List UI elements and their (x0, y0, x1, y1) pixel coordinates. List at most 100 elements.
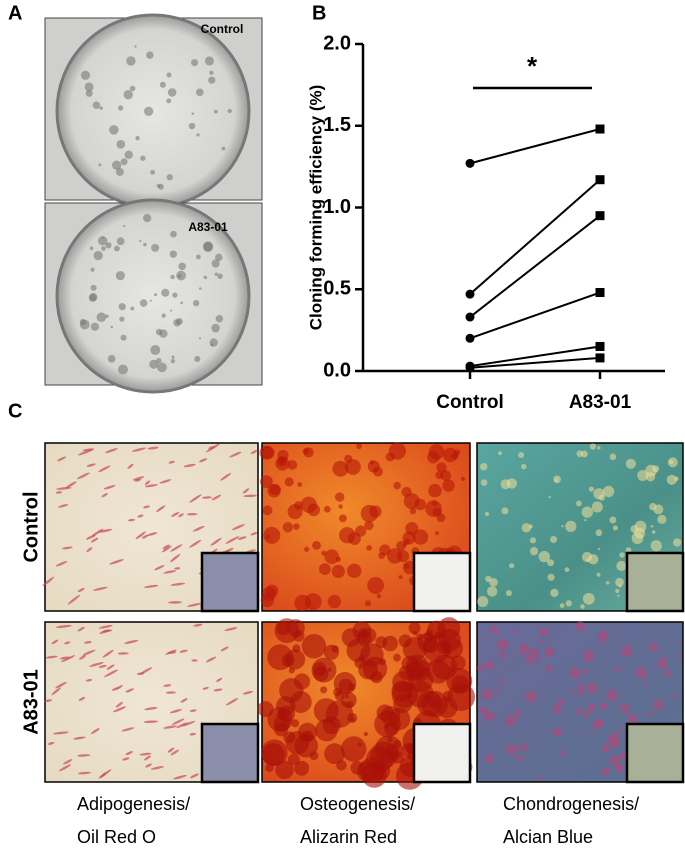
stain-dot (590, 731, 595, 735)
stain-dot (515, 756, 518, 759)
stain-dot (588, 554, 599, 565)
stain-dot (605, 581, 610, 585)
colony (105, 314, 109, 319)
stain-dot (591, 501, 603, 513)
stain-dot (489, 577, 498, 587)
stain-dot (631, 532, 644, 545)
cell (65, 481, 77, 489)
colony (195, 88, 204, 97)
point (595, 211, 605, 221)
stain-dot (323, 505, 331, 513)
stain-dot (393, 694, 413, 714)
stain-dot (601, 766, 611, 777)
colony (208, 76, 216, 84)
cell (79, 655, 87, 660)
stain-dot (357, 742, 362, 747)
stain-dot (336, 760, 347, 771)
colony (211, 259, 220, 268)
stain-dot (485, 754, 495, 764)
stain-dot (518, 644, 530, 655)
colony (209, 338, 218, 347)
stain-dot (664, 669, 672, 677)
x-tick-label: A83-01 (569, 392, 632, 413)
stain-dot (461, 476, 466, 481)
column-caption: Osteogenesis/ (300, 794, 415, 814)
stain-dot (575, 621, 586, 632)
stain-dot (440, 470, 452, 481)
stain-dot (405, 522, 419, 535)
colony (175, 318, 183, 325)
column-caption: Chondrogenesis/ (503, 794, 639, 814)
stain-dot (261, 739, 288, 766)
stain-dot (370, 671, 383, 684)
stain-dot (583, 732, 587, 736)
y-tick-label: 0.0 (323, 359, 351, 381)
cell (181, 720, 196, 727)
pair-line (469, 214, 601, 318)
point (595, 175, 605, 185)
cell (156, 505, 166, 512)
colony (192, 299, 200, 307)
stain-dot (287, 460, 298, 470)
stain-dot (612, 525, 618, 531)
cell (168, 601, 182, 604)
stain-dot (568, 668, 577, 677)
stain-dot (521, 523, 532, 533)
cell (171, 511, 180, 517)
stain-dot (517, 754, 524, 762)
stain-dot (312, 662, 327, 676)
cell (179, 649, 188, 653)
stain-dot (403, 493, 420, 510)
stain-dot (501, 507, 509, 515)
stain-dot (356, 443, 362, 450)
stain-dot (293, 523, 300, 530)
stain-dot (408, 622, 421, 635)
cell (189, 494, 202, 503)
stain-dot (363, 731, 368, 737)
cell (192, 525, 205, 532)
colony (120, 334, 127, 341)
stain-dot (338, 504, 343, 509)
stain-dot (393, 653, 401, 662)
cell (189, 709, 197, 712)
stain-dot (597, 446, 601, 450)
stain-dot (615, 588, 620, 594)
cell (191, 659, 198, 662)
cell (170, 749, 180, 756)
stain-dot (260, 475, 273, 488)
colony (88, 294, 97, 302)
stain-dot (312, 540, 321, 550)
cell (93, 586, 108, 591)
cell (189, 539, 202, 548)
cell (231, 524, 245, 531)
stain-dot (263, 526, 281, 544)
colony (129, 85, 136, 92)
stain-dot (583, 711, 591, 719)
stain-dot (384, 722, 399, 736)
colony (130, 306, 135, 311)
colony (215, 314, 224, 323)
inset (625, 722, 685, 784)
stain-dot (609, 516, 617, 524)
stain-dot (403, 538, 411, 545)
cell (121, 727, 135, 732)
stain-dot (529, 537, 537, 544)
colony (217, 273, 223, 279)
colony (169, 250, 178, 258)
stain-dot (265, 534, 270, 539)
stain-image (476, 442, 685, 613)
cell (154, 565, 165, 571)
stain-dot (376, 704, 394, 721)
stain-dot (350, 761, 364, 775)
stain-dot (635, 667, 647, 680)
colony (178, 262, 186, 271)
stain-dot (435, 531, 440, 536)
cell (98, 624, 113, 629)
cell (51, 687, 61, 696)
stain-dot (587, 703, 596, 712)
cell (111, 687, 119, 691)
cell (98, 528, 113, 533)
cell (163, 725, 178, 729)
stain-dot (608, 754, 621, 767)
